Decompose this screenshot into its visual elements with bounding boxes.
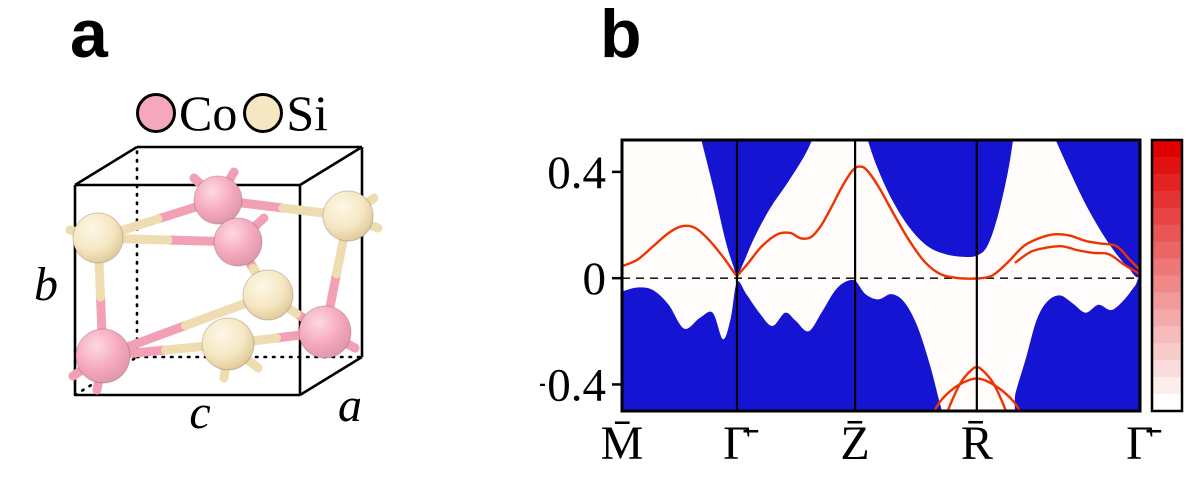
- co-atom: [193, 175, 243, 225]
- bulk-region-valence: [622, 277, 1140, 411]
- axis-label-a: a: [338, 379, 362, 432]
- colorbar-step: [1152, 309, 1182, 327]
- axis-label-b: b: [34, 258, 58, 311]
- crystal-structure: b c a: [34, 145, 383, 439]
- legend-item-si: Si: [243, 88, 328, 138]
- legend-label-co: Co: [179, 85, 238, 141]
- colorbar-step: [1152, 360, 1182, 378]
- surface-band-r-gamma-upper: [975, 232, 1140, 280]
- crystal-legend: Co Si: [136, 86, 334, 140]
- colorbar-step: [1152, 275, 1182, 294]
- panel-b-label: b: [600, 0, 642, 72]
- atoms: [72, 175, 374, 384]
- co-atom: [298, 305, 352, 359]
- colorbar-step: [1152, 292, 1182, 310]
- colorbar-step: [1152, 343, 1182, 361]
- unit-cell-edges: [73, 145, 364, 397]
- si-atom: [322, 190, 374, 242]
- y-tick-label: −0.4: [540, 359, 606, 411]
- panel-a-label: a: [70, 0, 108, 72]
- co-atom-swatch: [136, 93, 176, 133]
- colorbar-border: [1150, 138, 1184, 413]
- colorbar-step: [1152, 190, 1182, 209]
- colorbar-step: [1152, 326, 1182, 344]
- y-tick-label: 0.4: [547, 147, 606, 199]
- plot-border: [620, 138, 1142, 413]
- colorbar-step: [1152, 258, 1182, 277]
- colorbar-step: [1152, 173, 1182, 192]
- colorbar: [1150, 138, 1184, 413]
- si-atom: [242, 269, 294, 321]
- x-tick-label: R̄: [961, 417, 993, 470]
- bulk-region-cone-gamma-left: [701, 140, 812, 276]
- si-atom: [201, 317, 255, 371]
- y-tick-label: 0: [583, 253, 607, 305]
- plot-frame: [620, 138, 1142, 413]
- x-tick-label: Z̄: [840, 417, 869, 470]
- surface-band-r-gamma-lower: [1014, 244, 1140, 276]
- bulk-region-cone-gamma-right: [1055, 140, 1140, 278]
- si-atom: [72, 212, 124, 264]
- colorbar-step: [1152, 241, 1182, 260]
- si-atom-swatch: [243, 93, 284, 133]
- colorbar-step: [1152, 377, 1182, 395]
- co-atom: [213, 217, 263, 267]
- colorbar-step: [1152, 140, 1182, 158]
- x-tick-label: Γ̄: [1126, 417, 1162, 470]
- legend-item-co: Co: [136, 88, 237, 138]
- x-tick-label: M̄: [601, 417, 644, 470]
- surface-band-m-gamma: [622, 224, 739, 278]
- axis-labels: 0.4 0 −0.4 M̄ Γ̄ Z̄ R̄ Γ̄: [540, 147, 1162, 470]
- legend-label-si: Si: [286, 85, 329, 141]
- x-tick-label: Γ̄: [723, 417, 759, 470]
- colorbar-step: [1152, 207, 1182, 226]
- co-atom: [75, 328, 131, 384]
- band-structure-plot: 0.4 0 −0.4 M̄ Γ̄ Z̄ R̄ Γ̄: [540, 138, 1184, 470]
- colorbar-step: [1152, 394, 1182, 412]
- colorbar-step: [1152, 156, 1182, 175]
- colorbar-step: [1152, 224, 1182, 243]
- lattice-axis-labels: b c a: [34, 258, 362, 439]
- axis-label-c: c: [189, 386, 210, 439]
- surface-band-gamma-z-r: [735, 165, 979, 280]
